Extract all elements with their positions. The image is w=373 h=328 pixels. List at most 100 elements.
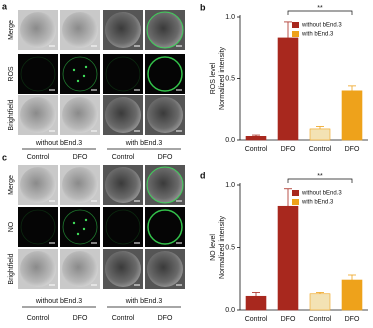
y-tick-label: 0.0 (225, 307, 235, 314)
x-tick-label: Control (309, 146, 332, 153)
micro-image (103, 207, 143, 247)
significance-bracket (287, 10, 353, 15)
legend-swatch (292, 31, 299, 37)
legend-swatch (292, 22, 299, 28)
legend-swatch (292, 199, 299, 205)
panel-label: d (200, 170, 206, 180)
y-tick-label: 0.5 (225, 244, 235, 251)
cell-outline (20, 209, 56, 245)
bar (245, 295, 267, 311)
row-label: NO (8, 221, 15, 232)
cell (20, 12, 56, 48)
x-tick-label: DFO (281, 146, 296, 153)
significance-label: ** (317, 173, 323, 180)
cell-outline (105, 56, 141, 92)
legend-label: without bEnd.3 (301, 23, 342, 29)
panel-label: a (2, 1, 8, 11)
x-tick-label: Control (309, 316, 332, 323)
legend-label: without bEnd.3 (301, 191, 342, 197)
micro-image (18, 54, 58, 94)
condition-label: DFO (158, 315, 173, 322)
cell (146, 11, 184, 49)
condition-label: DFO (73, 315, 88, 322)
cell-outline (147, 209, 183, 245)
group-label: with bEnd.3 (125, 140, 163, 147)
fluo-spot (76, 232, 80, 236)
legend-swatch (292, 190, 299, 196)
y-axis-label: Normalized intensity (219, 46, 226, 110)
cell (62, 97, 98, 133)
fluo-spot (76, 79, 80, 83)
micro-image (18, 207, 58, 247)
condition-label: DFO (158, 154, 173, 161)
bar (277, 37, 299, 141)
cell-outline (105, 209, 141, 245)
cell (105, 167, 141, 203)
condition-label: DFO (73, 154, 88, 161)
y-axis-label: ROS level (210, 62, 217, 94)
fluo-spot (82, 227, 86, 231)
condition-label: Control (112, 154, 135, 161)
y-axis-label: NO level (210, 234, 217, 261)
micro-image (145, 207, 185, 247)
cell (62, 12, 98, 48)
fluo-spot (84, 218, 88, 222)
condition-label: Control (27, 154, 50, 161)
row-label: ROS (8, 66, 15, 82)
legend-label: with bEnd.3 (301, 32, 334, 38)
condition-label: Control (112, 315, 135, 322)
bar (309, 128, 331, 141)
y-tick-label: 0.5 (225, 75, 235, 82)
row-label: Brightfield (8, 253, 15, 284)
cell (62, 167, 98, 203)
y-tick-label: 1.0 (225, 14, 235, 21)
x-tick-label: DFO (345, 316, 360, 323)
x-tick-label: DFO (281, 316, 296, 323)
panel-label: c (2, 152, 7, 162)
row-label: Merge (8, 20, 15, 40)
cell (20, 167, 56, 203)
cell (105, 97, 141, 133)
x-tick-label: DFO (345, 146, 360, 153)
bar (277, 205, 299, 311)
cell-outline (62, 209, 98, 245)
significance-label: ** (317, 5, 323, 12)
cell-outline (147, 56, 183, 92)
cell (105, 251, 141, 287)
cell (147, 251, 183, 287)
legend-label: with bEnd.3 (301, 200, 334, 206)
y-tick-label: 0.0 (225, 137, 235, 144)
cell-outline (62, 56, 98, 92)
x-tick-label: Control (245, 316, 268, 323)
significance-bracket (287, 178, 353, 183)
micro-image (60, 207, 100, 247)
micro-image (145, 54, 185, 94)
micro-image (103, 54, 143, 94)
condition-label: Control (27, 315, 50, 322)
fluo-spot (84, 65, 88, 69)
bar (341, 90, 363, 141)
row-label: Brightfield (8, 99, 15, 130)
group-label: without bEnd.3 (35, 140, 82, 147)
cell (146, 166, 184, 204)
cell (62, 251, 98, 287)
y-axis-label: Normalized intensity (219, 215, 226, 279)
cell (20, 97, 56, 133)
group-label: with bEnd.3 (125, 298, 163, 305)
cell (147, 97, 183, 133)
cell-outline (20, 56, 56, 92)
fluo-spot (82, 74, 86, 78)
bar (341, 279, 363, 311)
bar (309, 293, 331, 311)
panel-label: b (200, 2, 206, 12)
micro-image (60, 54, 100, 94)
fluo-spot (72, 221, 76, 225)
x-tick-label: Control (245, 146, 268, 153)
group-label: without bEnd.3 (35, 298, 82, 305)
fluo-spot (72, 68, 76, 72)
y-tick-label: 1.0 (225, 182, 235, 189)
row-label: Merge (8, 175, 15, 195)
bar (245, 136, 267, 141)
cell (105, 12, 141, 48)
